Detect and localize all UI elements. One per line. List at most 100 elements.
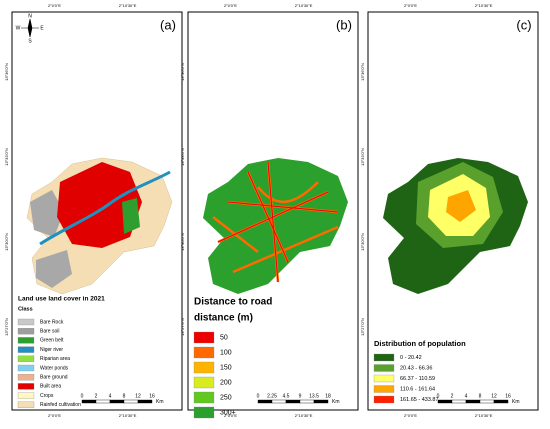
legend-swatch [193,376,215,389]
scale-tick: 16 [505,393,511,399]
graticule-label: 13°27'0"N [180,318,185,336]
legend-swatch [17,392,35,399]
scale-segment [479,399,495,404]
pop-top [446,190,476,222]
scale-unit: Km [156,399,164,405]
graticule-label: 2°0'0"E [48,3,61,8]
scale-segment [81,399,97,404]
scale-segment [123,399,139,404]
legend-swatch [17,383,35,390]
legend-label: Water ponds [40,365,69,371]
graticule-label: 13°27'0"N [360,318,365,336]
legend-swatch [373,353,395,362]
graticule-label: 13°30'0"N [180,233,185,251]
legend-label: Riparian area [40,356,70,362]
scale-segment [437,399,453,404]
north-arrow: N S E W [16,13,45,44]
scale-segment [285,399,301,404]
graticule-label: 2°0'0"E [404,413,417,418]
graticule-label: 13°36'0"N [180,63,185,81]
scale-tick: 13.5 [309,393,319,399]
legend-swatch [17,328,35,335]
scale-tick: 4 [109,393,112,399]
scale-segment [109,399,125,404]
graticule-label: 13°36'0"N [360,63,365,81]
legend-label: Built area [40,384,61,390]
scale-segment [271,399,287,404]
legend-title: Land use land cover in 2021 [18,296,105,303]
legend-label: 200 [220,379,232,386]
legend-label: 161.65 - 433.87 [400,397,439,403]
graticule-label: 2°0'0"E [224,413,237,418]
legend-subtitle: distance (m) [194,313,253,324]
legend-label: 20.43 - 66.36 [400,365,432,371]
legend-swatch [17,346,35,353]
scale-segment [257,399,273,404]
legend-swatch [17,337,35,344]
map-panel: 2°0'0"E 2°0'0"E 2°10'30"E 2°10'30"E 13°36'0"… [180,3,359,419]
scale-tick: 4 [465,393,468,399]
legend-swatch [17,401,35,408]
north-e: E [40,25,44,31]
scale-tick: 8 [479,393,482,399]
legend-swatch [17,364,35,372]
scale-unit: Km [512,399,520,405]
graticule-label: 13°30'0"N [360,233,365,251]
legend-label: Rainfed cultivation [40,402,81,408]
legend-label: 50 [220,334,228,341]
scale-tick: 16 [149,393,155,399]
graticule-label: 2°10'30"E [119,413,137,418]
scale-segment [313,399,329,404]
scale-tick: 2.25 [267,393,277,399]
legend-swatch [193,331,215,344]
graticule-label: 13°36'0"N [4,63,9,81]
legend-swatch [373,374,395,383]
river [39,170,171,246]
scale-tick: 0 [437,393,440,399]
legend-label: Crops [40,393,54,399]
legend-label: 0 - 20.42 [400,355,422,361]
scale-tick: 0 [81,393,84,399]
legend-swatch [17,374,35,381]
graticule-label: 2°10'30"E [119,3,137,8]
legend-label: 300+ [220,409,236,416]
roads-core [217,161,339,283]
scale-segment [95,399,111,404]
legend-swatch [193,406,215,419]
scale-tick: 9 [299,393,302,399]
legend-swatch [373,364,395,372]
graticule-label: 13°27'0"N [4,318,9,336]
graticule-label: 2°10'30"E [475,413,493,418]
legend-label: 250 [220,394,232,401]
graticule-label: 13°33'0"N [4,148,9,166]
scale-tick: 12 [491,393,497,399]
scale-segment [465,399,481,404]
scale-segment [451,399,467,404]
panel-label: (a) [160,17,176,32]
legend-title: Distance to road [194,297,272,308]
legend-label: Bare ground [40,375,68,381]
scale-tick: 4.5 [283,393,290,399]
north-n: N [28,13,32,19]
legend-swatch [193,346,215,359]
graticule-label: 2°10'30"E [295,3,313,8]
north-s: S [28,38,32,44]
legend-swatch [193,361,215,374]
legend-swatch [373,395,395,404]
built-area [57,162,142,248]
legend-swatch [193,391,215,404]
region [203,158,348,294]
scale-tick: 0 [257,393,260,399]
legend-swatch [17,355,35,362]
green-belt [122,198,140,234]
legend-subtitle: Class [18,306,33,312]
map-panel: 2°0'0"E 2°0'0"E 2°10'30"E 2°10'30"E 13°36'0"… [4,3,183,418]
legend-label: 110.6 - 161.64 [400,386,435,392]
panel-label: (b) [336,17,352,32]
scale-unit: Km [332,399,340,405]
arrow [21,18,39,38]
scale-tick: 18 [325,393,331,399]
legend-title: Distribution of population [374,339,466,348]
scale-tick: 2 [95,393,98,399]
panel-label: (c) [516,17,531,32]
